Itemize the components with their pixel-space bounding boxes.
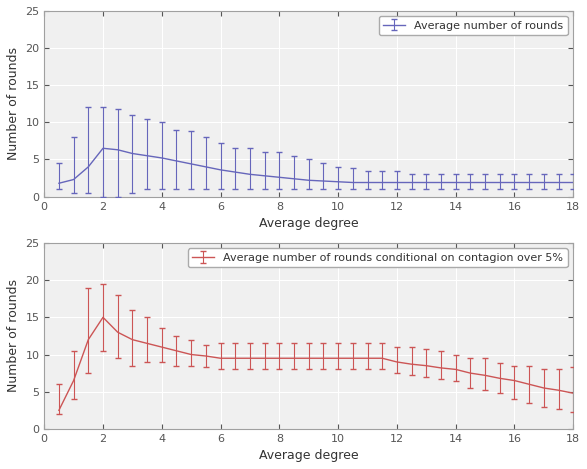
X-axis label: Average degree: Average degree	[259, 217, 359, 230]
Y-axis label: Number of rounds: Number of rounds	[6, 280, 20, 393]
Y-axis label: Number of rounds: Number of rounds	[6, 47, 20, 160]
X-axis label: Average degree: Average degree	[259, 449, 359, 462]
Legend: Average number of rounds: Average number of rounds	[379, 16, 568, 35]
Legend: Average number of rounds conditional on contagion over 5%: Average number of rounds conditional on …	[188, 249, 568, 267]
